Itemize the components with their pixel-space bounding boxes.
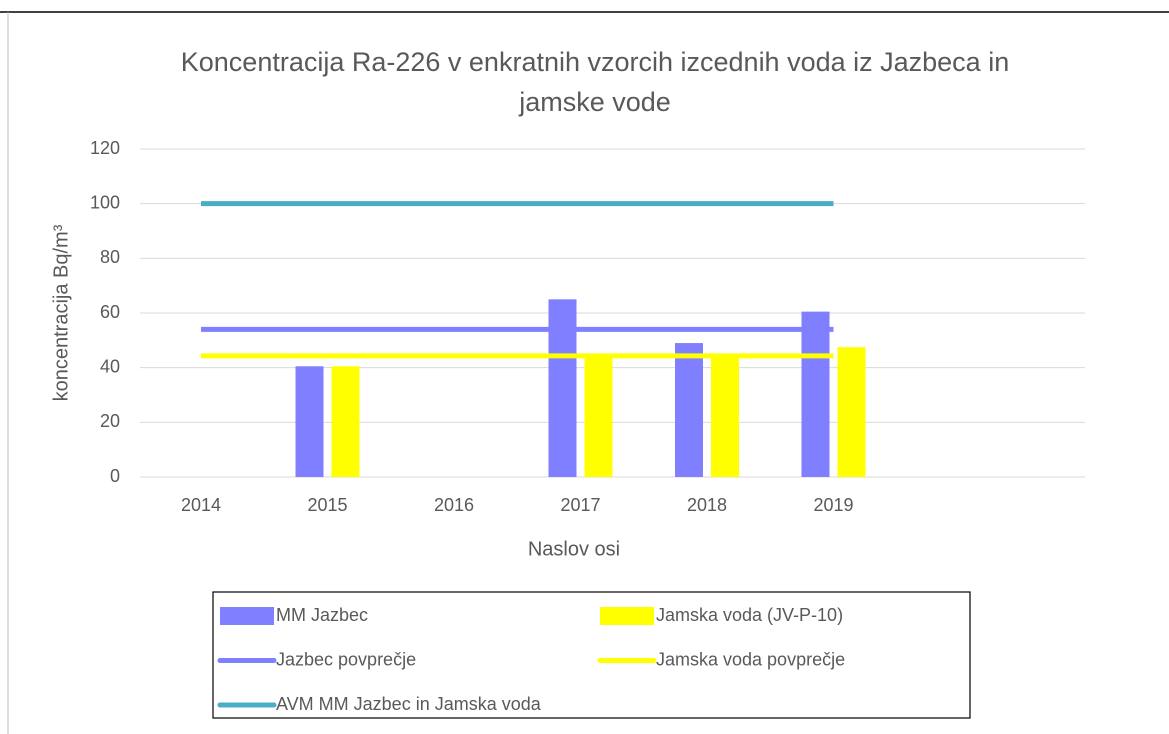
legend-swatch <box>600 607 654 625</box>
y-tick-label: 40 <box>100 356 120 376</box>
y-tick-label: 100 <box>90 192 120 212</box>
legend-label: Jamska voda (JV-P-10) <box>656 605 843 625</box>
bar <box>295 366 324 477</box>
bar <box>837 347 866 477</box>
legend-label: AVM MM Jazbec in Jamska voda <box>276 694 542 714</box>
bar <box>801 311 830 477</box>
y-tick-label: 0 <box>110 466 120 486</box>
chart-title: Koncentracija Ra-226 v enkratnih vzorcih… <box>180 47 1010 117</box>
x-tick-label: 2019 <box>813 495 853 515</box>
legend-label: Jamska voda povprečje <box>656 649 845 669</box>
y-tick-label: 120 <box>90 138 120 158</box>
x-tick-label: 2014 <box>181 495 221 515</box>
bar <box>584 354 613 477</box>
y-axis-label: koncentracija Bq/m³ <box>50 224 72 401</box>
x-tick-label: 2018 <box>687 495 727 515</box>
x-tick-label: 2016 <box>434 495 474 515</box>
bar <box>331 366 360 477</box>
bar <box>675 343 703 477</box>
legend-box <box>212 591 971 719</box>
legend-label: Jazbec povprečje <box>276 649 416 669</box>
bar <box>548 299 577 477</box>
bar <box>711 354 739 477</box>
x-axis-label: Naslov osi <box>528 538 620 560</box>
x-tick-label: 2015 <box>307 495 347 515</box>
legend-label: MM Jazbec <box>276 605 368 625</box>
x-tick-label: 2017 <box>560 495 600 515</box>
y-tick-label: 80 <box>100 247 120 267</box>
y-tick-label: 60 <box>100 302 120 322</box>
legend-swatch <box>220 607 274 625</box>
y-tick-label: 20 <box>100 411 120 431</box>
